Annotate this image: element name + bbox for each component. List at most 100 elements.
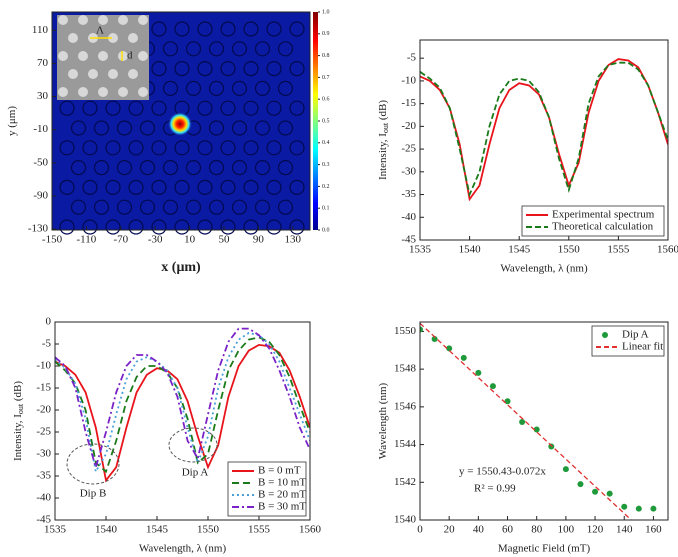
air-hole — [243, 100, 259, 116]
x-tick-label: 1535 — [409, 244, 432, 256]
colorbar-label: 0.1 — [322, 206, 330, 212]
y-tick-label: -25 — [401, 143, 416, 155]
y-axis-label-text: Intensity, I — [12, 414, 24, 461]
inset-hole — [118, 87, 128, 97]
x-tick-label: 90 — [253, 234, 265, 246]
air-hole — [151, 179, 167, 195]
x-axis-label: Wavelength, λ (nm) — [139, 543, 227, 555]
frame — [419, 39, 669, 241]
air-hole — [254, 41, 271, 57]
colorbar-label: 0.4 — [322, 140, 330, 146]
y-tick-label: 0 — [46, 316, 52, 328]
air-hole — [197, 21, 213, 37]
y-tick-label: -20 — [36, 404, 51, 416]
y-tick-label: -40 — [36, 492, 51, 504]
air-hole — [162, 41, 179, 57]
air-hole — [70, 120, 87, 136]
y-tick-label: -30 — [36, 448, 51, 460]
air-hole — [59, 140, 75, 156]
air-hole — [82, 219, 98, 235]
air-hole — [174, 21, 190, 37]
inset-hole — [98, 51, 108, 61]
y-tick-label: 70 — [37, 57, 49, 69]
y-tick-label: -30 — [401, 165, 416, 177]
x-tick-label: -30 — [148, 234, 163, 246]
air-hole — [128, 140, 144, 156]
legend-label: B = 20 mT — [258, 489, 306, 501]
x-tick-label: 130 — [285, 234, 302, 246]
point — [562, 466, 569, 473]
y-tick-label: -35 — [36, 470, 51, 482]
air-hole — [220, 21, 236, 37]
air-hole — [105, 179, 121, 195]
frame — [419, 321, 669, 521]
legend-label: B = 30 mT — [258, 501, 306, 513]
legend-label: B = 10 mT — [258, 477, 306, 489]
air-hole — [185, 41, 202, 57]
air-hole — [185, 80, 202, 97]
point — [621, 503, 628, 510]
y-axis-label: Intensity, Iout (dB) — [377, 100, 390, 180]
air-hole — [220, 100, 236, 116]
air-hole — [254, 160, 271, 176]
air-hole — [231, 80, 248, 97]
air-hole — [59, 100, 75, 116]
air-hole — [82, 140, 98, 156]
air-hole — [70, 160, 87, 176]
series-line — [420, 58, 668, 202]
x-tick-label: 1540 — [95, 524, 118, 536]
inset-hole — [138, 87, 148, 97]
y-tick-label: -10 — [33, 123, 48, 135]
air-hole — [139, 120, 156, 136]
x-tick-label: 1560 — [299, 524, 322, 536]
air-hole — [174, 60, 190, 77]
x-tick-label: 1555 — [607, 244, 630, 256]
air-hole — [243, 140, 259, 156]
x-tick-label: -110 — [77, 234, 97, 246]
air-hole — [82, 100, 98, 116]
x-tick-label: 1545 — [146, 524, 169, 536]
point — [475, 369, 482, 376]
y-tick-label: -15 — [401, 97, 416, 109]
point — [606, 490, 613, 497]
mode-spot — [168, 112, 192, 136]
y-tick-label: 1546 — [394, 400, 417, 412]
air-hole — [105, 219, 121, 235]
air-hole — [59, 179, 75, 195]
point — [420, 326, 423, 333]
air-hole — [70, 199, 87, 215]
air-hole — [266, 140, 282, 156]
air-hole — [266, 219, 282, 235]
annotation: Dip A — [182, 467, 209, 479]
colorbar-label: 1.0 — [322, 9, 330, 15]
air-hole — [208, 160, 225, 176]
y-tick-label: -45 — [401, 234, 416, 246]
annotation: R² = 0.99 — [474, 483, 516, 495]
air-hole — [162, 160, 179, 176]
y-tick-label: -10 — [401, 74, 416, 86]
air-hole — [105, 140, 121, 156]
y-tick-label: -45 — [36, 514, 51, 526]
inset-hole — [128, 69, 138, 79]
inset-hole — [58, 87, 68, 97]
x-tick-label: 1555 — [248, 524, 271, 536]
air-hole — [266, 100, 282, 116]
frame — [54, 321, 311, 521]
legend-box — [591, 325, 665, 357]
air-hole — [105, 100, 121, 116]
x-tick-label: 1560 — [657, 244, 678, 256]
inset-label: Λ — [96, 25, 104, 37]
air-hole — [231, 199, 248, 215]
inset-hole — [88, 69, 98, 79]
x-tick-label: 1545 — [508, 244, 531, 256]
y-tick-label: 1550 — [394, 325, 417, 337]
inset-hole — [78, 51, 88, 61]
air-hole — [277, 120, 294, 136]
inset-hole — [118, 51, 128, 61]
air-hole — [174, 140, 190, 156]
x-tick-label: 1535 — [44, 524, 67, 536]
air-hole — [151, 100, 167, 116]
air-hole — [197, 179, 213, 195]
inset-hole — [98, 87, 108, 97]
air-hole — [197, 60, 213, 77]
